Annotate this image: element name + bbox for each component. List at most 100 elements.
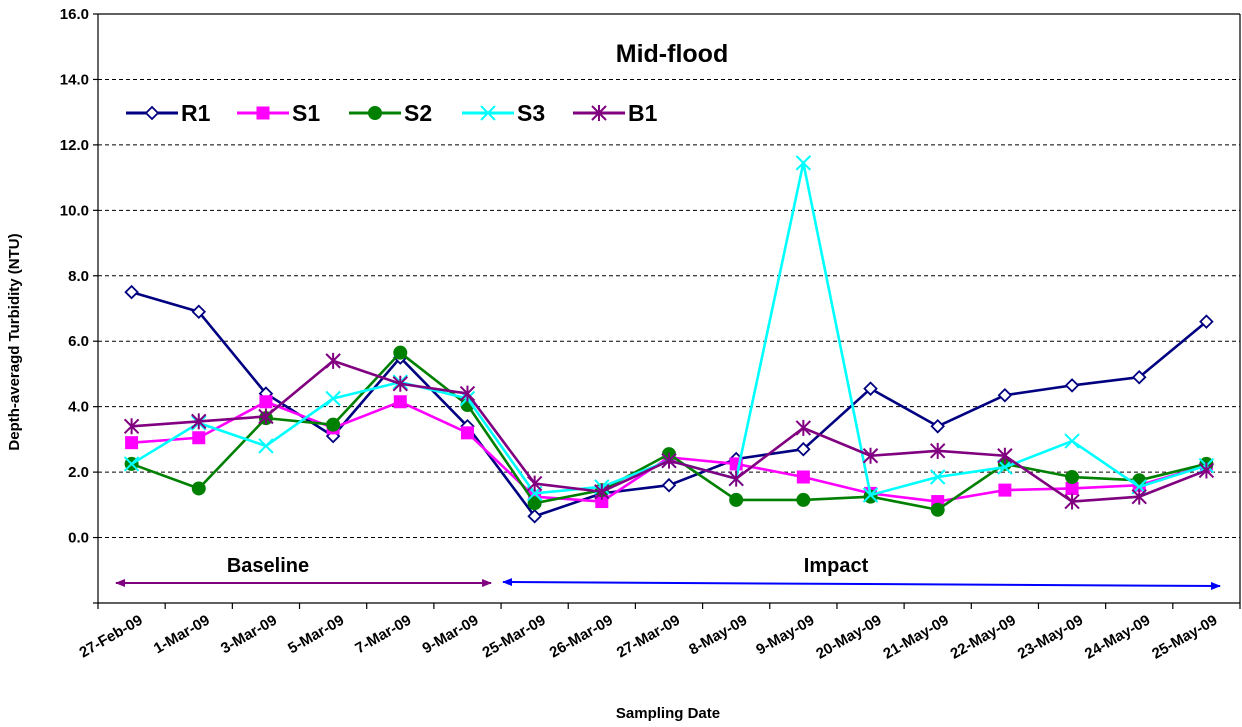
series-s2-point: [527, 496, 542, 511]
legend-swatch-marker: [368, 106, 382, 120]
series-s1-point: [1065, 481, 1079, 495]
series-r1-point: [1199, 314, 1214, 329]
series-b1-point: [728, 470, 744, 487]
series-s3-point: [929, 469, 946, 485]
series-r1-point: [796, 441, 811, 457]
y-tick-label: 12.0: [60, 137, 89, 154]
series-s2-point: [326, 417, 341, 432]
y-axis-title: Depth-averagd Turbidity (NTU): [6, 233, 23, 450]
legend-swatch-marker: [591, 105, 607, 121]
series-b1-point: [661, 452, 677, 469]
series-r1-point: [124, 284, 139, 300]
chart-title: Mid-flood: [616, 40, 728, 68]
series-s1-point: [192, 431, 206, 445]
series-b1-point: [191, 413, 207, 430]
series-b1-point: [258, 408, 274, 425]
legend-swatch-marker: [144, 105, 160, 121]
x-tick-label: 9-Mar-09: [420, 612, 482, 658]
series-s3-point: [862, 487, 879, 503]
series-b1-point: [392, 375, 409, 392]
series-s2-point: [796, 492, 811, 507]
series-b1-point: [997, 447, 1013, 464]
legend-item-s1: S1: [237, 100, 320, 126]
series-s3-point: [1064, 433, 1080, 449]
series-b1-point: [862, 447, 879, 464]
series-s1-point: [460, 426, 474, 440]
y-tick-label: 6.0: [68, 333, 89, 350]
y-tick-label: 16.0: [60, 6, 89, 23]
series-b1-point: [929, 442, 946, 459]
legend-item-b1: B1: [573, 100, 658, 126]
x-tick-label: 7-Mar-09: [352, 612, 414, 658]
series-s2-point: [930, 502, 945, 517]
x-tick-label: 27-Mar-09: [614, 612, 683, 662]
x-tick-label: 1-Mar-09: [151, 612, 213, 658]
series-s2-point: [729, 492, 744, 507]
series-s2-point: [191, 481, 206, 496]
x-tick-label: 25-Mar-09: [479, 612, 548, 662]
baseline-label: Baseline: [227, 555, 309, 577]
series-r1-point: [863, 381, 878, 396]
series-s3-point: [258, 438, 274, 454]
y-tick-label: 2.0: [68, 464, 89, 481]
series-s2-point: [1065, 470, 1080, 485]
x-tick-label: 23-May-09: [1015, 612, 1086, 663]
series-s1-point: [125, 436, 139, 450]
legend-label: S1: [292, 100, 320, 126]
series-r1-point: [997, 387, 1013, 403]
x-tick-label: 9-May-09: [753, 612, 817, 659]
series-s3-point: [325, 390, 341, 407]
y-tick-label: 0.0: [68, 530, 89, 547]
legend-label: R1: [181, 100, 211, 126]
series-b1-point: [1198, 462, 1215, 479]
x-tick-label: 21-May-09: [880, 612, 951, 663]
series-r1-point: [527, 509, 542, 524]
series-s1-point: [998, 483, 1012, 497]
series-r1-point: [191, 304, 207, 320]
series-s3-point: [997, 459, 1013, 475]
series-r1-point: [1064, 378, 1080, 393]
legend-swatch-marker: [256, 106, 270, 120]
impact-arrow: [502, 578, 1221, 590]
series-b1-point: [526, 475, 543, 492]
series-r1-point: [1131, 369, 1147, 385]
x-axis-title: Sampling Date: [616, 705, 720, 722]
legend-label: S3: [517, 100, 545, 126]
series-b1-point: [1064, 493, 1080, 510]
series-b1-point: [795, 419, 812, 436]
legend-item-r1: R1: [126, 100, 211, 126]
series-s3-point: [795, 155, 812, 171]
legend: R1 S1 S2 S3 B1: [126, 100, 658, 126]
x-tick-label: 8-May-09: [686, 612, 750, 659]
series-r1-point: [661, 477, 677, 493]
impact-label: Impact: [804, 555, 869, 577]
series-b1-point: [123, 418, 140, 435]
series-s1-point: [796, 470, 810, 484]
x-tick-label: 22-May-09: [948, 612, 1019, 663]
series-b1-point: [594, 483, 610, 500]
series-s2-point: [393, 345, 408, 360]
x-tick-label: 24-May-09: [1082, 612, 1153, 663]
series-r1-point: [930, 419, 945, 434]
y-tick-label: 14.0: [60, 71, 89, 88]
x-tick-label: 27-Feb-09: [76, 612, 145, 662]
legend-label: S2: [404, 100, 432, 126]
series-s1-point: [393, 395, 407, 409]
x-tick-label: 3-Mar-09: [218, 612, 280, 658]
series-b1-point: [325, 352, 341, 369]
series-s3-point: [123, 456, 140, 472]
legend-item-s2: S2: [349, 100, 432, 126]
series-s1-point: [259, 395, 273, 409]
series-s3-line: [130, 161, 1207, 497]
y-tick-label: 10.0: [60, 202, 89, 219]
y-tick-label: 8.0: [68, 268, 89, 285]
series-b1: [123, 352, 1215, 510]
legend-label: B1: [628, 100, 658, 126]
y-tick-label: 4.0: [68, 399, 89, 416]
legend-item-s3: S3: [462, 100, 545, 126]
x-tick-label: 20-May-09: [813, 612, 884, 663]
series-b1-point: [459, 385, 476, 402]
series-b1-point: [1131, 488, 1147, 505]
x-tick-label: 26-Mar-09: [547, 612, 616, 662]
